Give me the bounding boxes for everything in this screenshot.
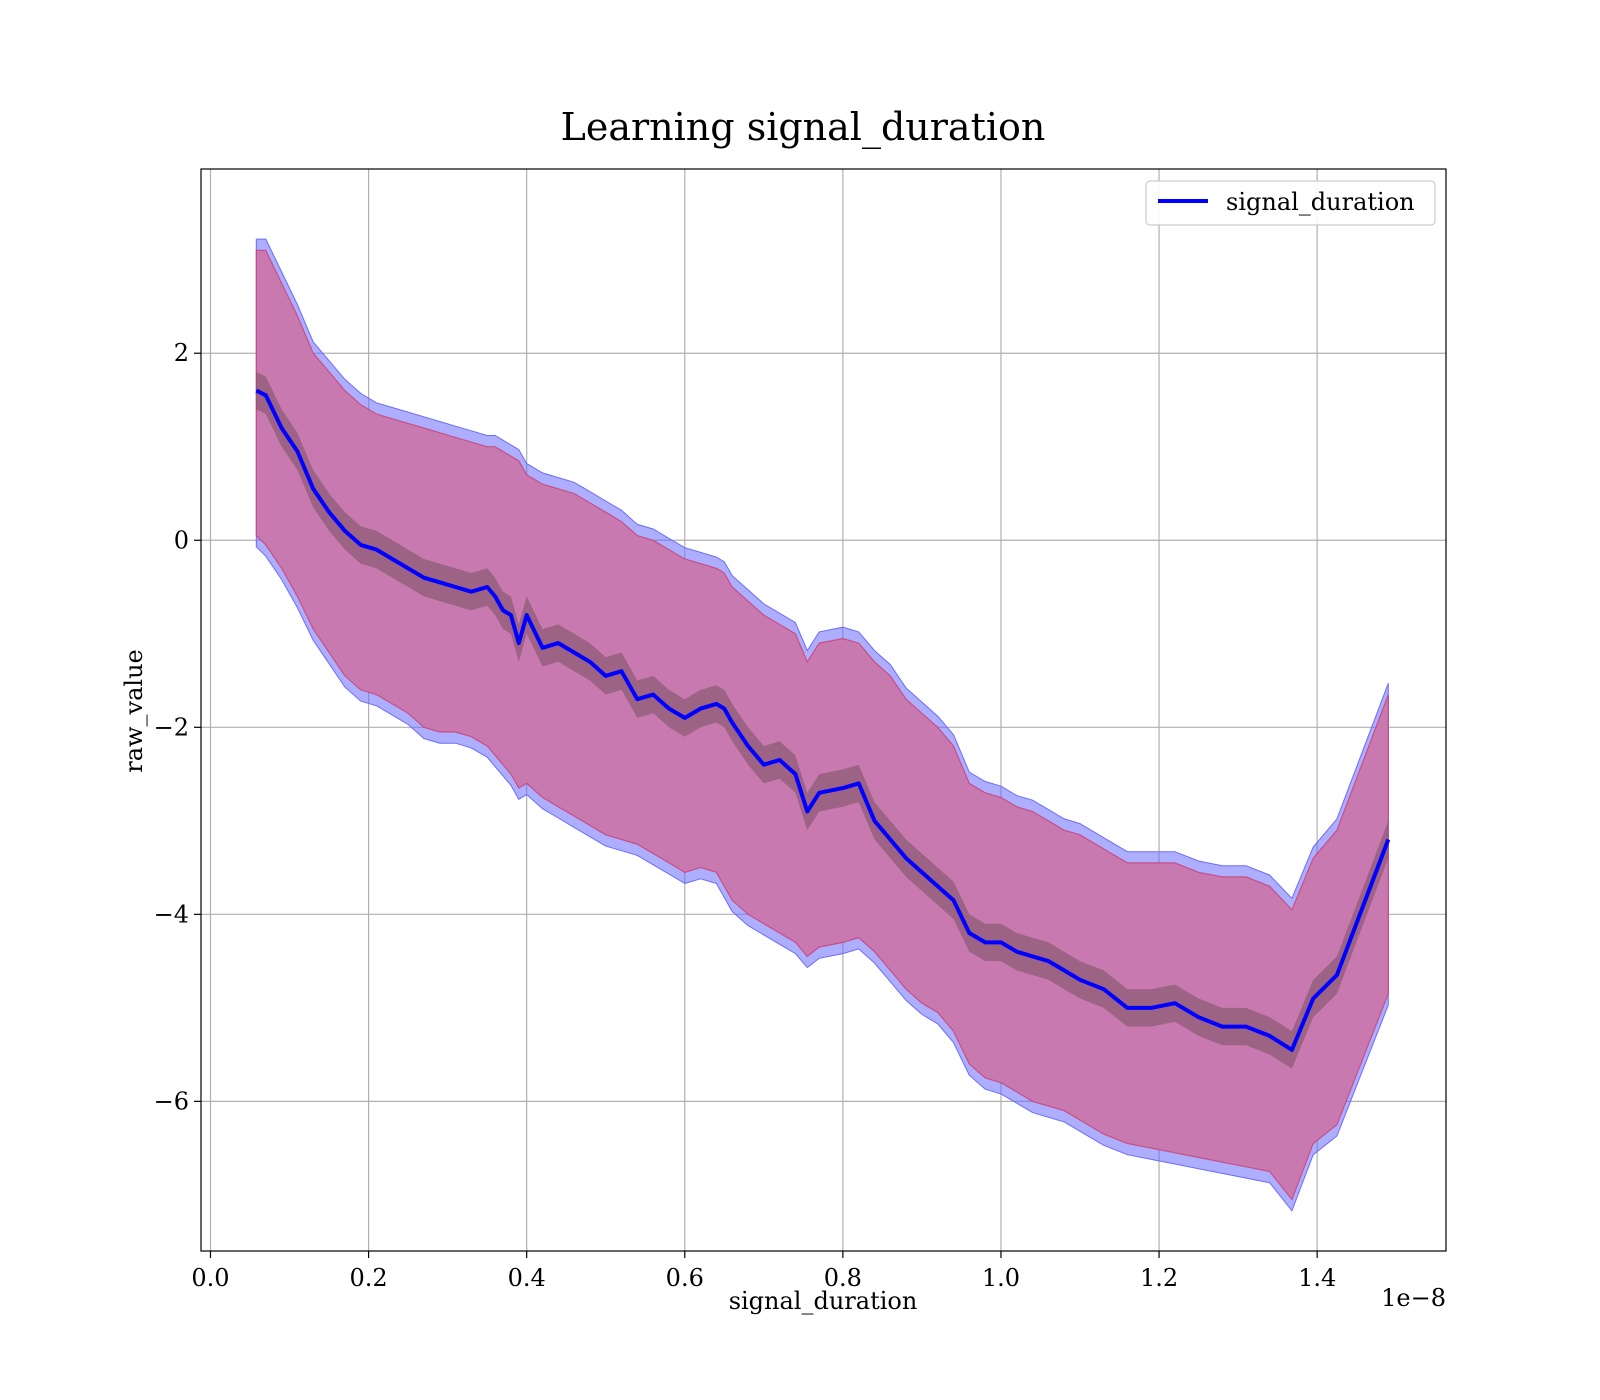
plot-area	[254, 238, 1391, 1212]
data-point	[888, 838, 892, 842]
data-point	[651, 693, 655, 697]
x-tick-label: 1.0	[982, 1264, 1020, 1292]
data-point	[904, 856, 908, 860]
data-point	[1015, 950, 1019, 954]
data-point	[1046, 959, 1050, 963]
data-point	[1149, 1006, 1153, 1010]
data-point	[872, 819, 876, 823]
y-axis-ticks: 2 0 −2 −4 −6	[154, 339, 201, 1115]
plot-frame	[200, 168, 1447, 1252]
data-point	[1268, 1034, 1272, 1038]
x-axis-offset-label: 1e−8	[1381, 1284, 1446, 1312]
data-point	[604, 674, 608, 678]
data-point	[1102, 987, 1106, 991]
x-tick-label: 0.6	[666, 1264, 704, 1292]
data-point	[722, 707, 726, 711]
mean-line-signal_duration	[255, 388, 1391, 1052]
data-point	[588, 660, 592, 664]
data-point	[620, 669, 624, 673]
data-point	[714, 702, 718, 706]
data-point	[374, 548, 378, 552]
data-point	[841, 786, 845, 790]
data-point	[295, 449, 299, 453]
data-point	[793, 772, 797, 776]
data-point	[762, 763, 766, 767]
data-point	[746, 744, 750, 748]
data-point	[1125, 1006, 1129, 1010]
legend: signal_duration	[1145, 180, 1436, 226]
x-axis-ticks: 0.0 0.2 0.4 0.6 0.8 1.0 1.2 1.4	[191, 1251, 1336, 1292]
x-tick-label: 0.8	[824, 1264, 862, 1292]
data-point	[699, 707, 703, 711]
data-point	[438, 580, 442, 584]
data-point	[1062, 968, 1066, 972]
data-point	[1290, 1048, 1294, 1052]
y-tick-label: −6	[154, 1087, 189, 1115]
data-point	[952, 898, 956, 902]
data-point	[1311, 997, 1315, 1001]
data-point	[509, 613, 513, 617]
data-point	[1031, 954, 1035, 958]
data-point	[485, 585, 489, 589]
x-tick-label: 0.2	[349, 1264, 387, 1292]
data-point	[327, 510, 331, 514]
data-point	[343, 529, 347, 533]
data-point	[635, 697, 639, 701]
data-point	[1220, 1025, 1224, 1029]
data-point	[805, 809, 809, 813]
data-point	[422, 576, 426, 580]
data-point	[857, 781, 861, 785]
legend-box	[1145, 180, 1436, 226]
data-point	[572, 650, 576, 654]
y-tick-label: 0	[174, 526, 189, 554]
data-point	[254, 389, 258, 393]
data-point	[936, 884, 940, 888]
x-tick-label: 0.4	[508, 1264, 546, 1292]
data-point	[817, 791, 821, 795]
data-point	[1173, 1001, 1177, 1005]
y-axis-label: raw_value	[120, 649, 148, 773]
data-point	[517, 641, 521, 645]
data-point	[311, 487, 315, 491]
data-point	[264, 393, 268, 397]
y-tick-label: −2	[154, 713, 189, 741]
data-point	[983, 940, 987, 944]
data-point	[469, 590, 473, 594]
data-point	[730, 721, 734, 725]
data-point	[359, 543, 363, 547]
x-tick-label: 1.2	[1140, 1264, 1178, 1292]
data-point	[540, 646, 544, 650]
data-point	[280, 426, 284, 430]
data-point	[683, 716, 687, 720]
data-point	[1078, 978, 1082, 982]
chart-title: Learning signal_duration	[561, 105, 1046, 150]
data-point	[501, 608, 505, 612]
data-point	[667, 707, 671, 711]
x-tick-label: 1.4	[1298, 1264, 1336, 1292]
x-axis-label: signal_duration	[729, 1287, 918, 1315]
data-point	[525, 613, 529, 617]
data-point	[1244, 1025, 1248, 1029]
x-tick-label: 0.0	[191, 1264, 229, 1292]
data-point	[1386, 838, 1390, 842]
data-point	[920, 870, 924, 874]
data-point	[778, 758, 782, 762]
data-point	[556, 641, 560, 645]
data-point	[1335, 973, 1339, 977]
data-point	[454, 585, 458, 589]
data-point	[1197, 1015, 1201, 1019]
y-tick-label: 2	[174, 339, 189, 367]
legend-entry-label: signal_duration	[1226, 188, 1415, 216]
data-point	[390, 557, 394, 561]
y-tick-label: −4	[154, 900, 189, 928]
data-point	[999, 940, 1003, 944]
data-point	[406, 566, 410, 570]
confidence-band	[255, 249, 1389, 1201]
data-point	[967, 931, 971, 935]
data-point	[493, 594, 497, 598]
